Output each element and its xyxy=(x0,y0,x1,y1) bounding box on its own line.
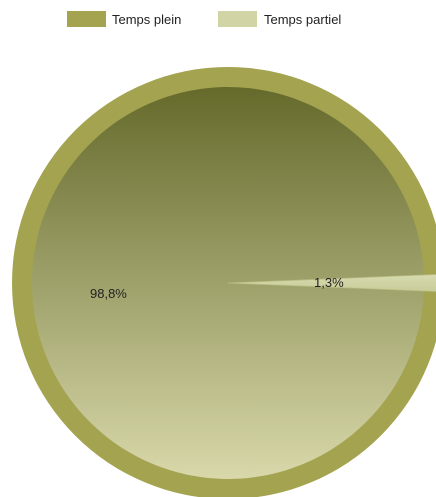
legend-swatch-full-time xyxy=(67,11,106,27)
legend: Temps plein Temps partiel xyxy=(67,11,341,27)
pie-slice-full-time[interactable] xyxy=(32,86,424,480)
pie xyxy=(12,67,436,497)
legend-item-part-time[interactable]: Temps partiel xyxy=(218,11,341,27)
pie-slice-part-time[interactable] xyxy=(227,274,436,292)
data-label-full-time: 98,8% xyxy=(90,286,127,301)
legend-swatch-part-time xyxy=(218,11,257,27)
legend-item-full-time[interactable]: Temps plein xyxy=(67,11,181,27)
data-label-part-time: 1,3% xyxy=(314,275,344,290)
legend-label-part-time: Temps partiel xyxy=(264,12,341,27)
legend-label-full-time: Temps plein xyxy=(112,12,181,27)
